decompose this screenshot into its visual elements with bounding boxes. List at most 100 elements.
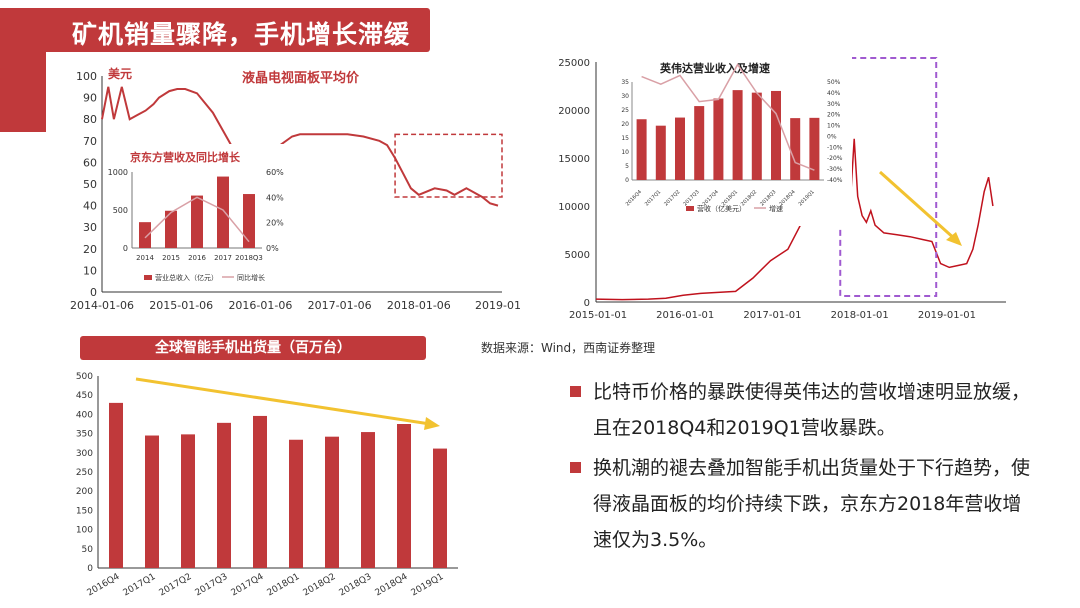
chart-title: 液晶电视面板平均价	[242, 70, 360, 86]
x-tick-label: 2019Q1	[410, 572, 446, 599]
x-tick-label: 2019-01-01	[918, 310, 976, 321]
inset-bar	[636, 119, 647, 180]
y-tick-label: 40	[83, 200, 97, 213]
inset-bar	[655, 125, 666, 180]
inset-y2-tick: 0%	[827, 133, 837, 140]
bar	[397, 424, 411, 568]
title-band: 矿机销量骤降，手机增长滞缓	[0, 8, 430, 52]
bar	[217, 422, 231, 568]
inset-y-tick: 20	[621, 121, 629, 128]
x-tick-label: 2017Q4	[230, 572, 266, 599]
x-tick-label: 2015-01-06	[149, 299, 213, 312]
y-tick-label: 400	[76, 410, 93, 420]
x-tick-label: 2016Q4	[86, 572, 122, 599]
inset-y2-tick: -10%	[827, 144, 843, 151]
y-tick-label: 250	[76, 468, 93, 478]
x-tick-label: 2018Q2	[302, 572, 338, 599]
legend-swatch-revenue	[144, 275, 152, 280]
x-tick-label: 2014-01-06	[70, 299, 134, 312]
trend-arrow-line	[878, 170, 958, 242]
x-tick-label: 2018Q4	[374, 572, 410, 599]
y-tick-label: 30	[83, 221, 97, 234]
bullet-item: 比特币价格的暴跌使得英伟达的营收增速明显放缓，且在2018Q4和2019Q1营收…	[570, 374, 1040, 446]
x-tick-label: 2018-01-01	[831, 310, 889, 321]
y-tick-label: 20	[83, 243, 97, 256]
legend-label-revenue: 营业总收入（亿元）	[155, 273, 218, 282]
y-tick-label: 10	[83, 264, 97, 277]
legend-swatch-revenue	[686, 206, 694, 211]
trend-arrow-head	[424, 417, 440, 430]
y-tick-label: 15000	[558, 154, 590, 165]
inset-y-tick: 5	[625, 163, 629, 170]
x-tick-label: 2016-01-06	[228, 299, 292, 312]
inset-y2-tick: -40%	[827, 177, 843, 184]
inset-y2-tick: 0%	[266, 244, 279, 253]
x-tick-label: 2016-01-01	[656, 310, 714, 321]
inset-bar	[790, 118, 801, 180]
inset-x-tick: 2018Q3	[235, 254, 263, 262]
inset-bar	[165, 210, 177, 248]
inset-title: 京东方营收及同比增长	[130, 150, 241, 164]
bar	[109, 402, 123, 568]
inset-growth-line	[144, 196, 250, 243]
inset-y-tick: 0	[625, 177, 629, 184]
inset-y-tick: 1000	[108, 168, 128, 177]
trend-arrow-head	[946, 232, 962, 246]
boe-inset: 京东方营收及同比增长 0 500 1000 0% 20% 40% 60% 2014 2015 201…	[108, 144, 306, 290]
price-line	[595, 119, 994, 301]
bar	[253, 415, 267, 568]
bullet-item: 换机潮的褪去叠加智能手机出货量处于下行趋势，使得液晶面板的均价持续下跌，京东方2…	[570, 450, 1040, 558]
bar	[181, 434, 195, 568]
inset-bar	[675, 117, 685, 180]
inset-y2-tick: 40%	[827, 90, 841, 97]
x-tick-label: 2019-01	[475, 299, 520, 312]
trend-arrow-line	[135, 377, 431, 426]
inset-bar	[771, 90, 781, 180]
y-axis-unit: 美元	[108, 66, 132, 81]
y-tick-label: 50	[83, 178, 97, 191]
inset-bar	[217, 176, 229, 248]
bullet-square-icon	[570, 386, 581, 397]
inset-x-tick: 2014	[136, 254, 154, 262]
legend-label-growth: 同比增长	[237, 273, 265, 282]
bullet-list: 比特币价格的暴跌使得英伟达的营收增速明显放缓，且在2018Q4和2019Q1营收…	[570, 374, 1040, 562]
inset-y2-tick: 10%	[827, 123, 841, 130]
inset-y2-tick: 20%	[266, 219, 284, 228]
page-title: 矿机销量骤降，手机增长滞缓	[72, 20, 411, 49]
inset-bar	[809, 117, 820, 180]
y-tick-label: 20000	[558, 106, 590, 117]
inset-x-tick: 2017	[214, 254, 232, 262]
inset-bar	[243, 194, 255, 248]
y-tick-label: 80	[83, 113, 97, 126]
y-tick-label: 25000	[558, 58, 590, 69]
bullet-text: 比特币价格的暴跌使得英伟达的营收增速明显放缓，且在2018Q4和2019Q1营收…	[593, 381, 1031, 439]
y-tick-label: 150	[76, 506, 93, 516]
inset-background	[110, 144, 306, 290]
highlight-box	[394, 133, 503, 198]
y-tick-label: 70	[83, 135, 97, 148]
x-tick-label: 2018-01-06	[387, 299, 451, 312]
y-tick-label: 350	[76, 430, 93, 440]
left-accent-bar	[0, 52, 46, 132]
inset-y2-tick: 40%	[266, 193, 284, 202]
bullet-text: 换机潮的褪去叠加智能手机出货量处于下行趋势，使得液晶面板的均价持续下跌，京东方2…	[593, 457, 1031, 551]
inset-y-tick: 10	[621, 149, 629, 156]
inset-y2-tick: 60%	[266, 168, 284, 177]
bar	[145, 435, 159, 568]
inset-y-tick: 0	[123, 244, 128, 253]
inset-x-tick: 2015	[162, 254, 180, 262]
y-tick-label: 90	[83, 92, 97, 105]
y-tick-label: 10000	[558, 202, 590, 213]
legend-label-revenue: 营收（亿美元）	[697, 204, 746, 213]
inset-y-tick: 15	[621, 135, 629, 142]
y-tick-label: 450	[76, 391, 93, 401]
inset-y2-tick: -20%	[827, 155, 843, 162]
inset-bar	[694, 106, 705, 180]
smartphone-chart-banner: 全球智能手机出货量（百万台）	[80, 336, 426, 360]
bar	[433, 448, 447, 568]
inset-y2-tick: 50%	[827, 79, 841, 86]
y-tick-label: 5000	[565, 250, 590, 261]
y-tick-label: 300	[76, 449, 93, 459]
inset-title: 英伟达营业收入及增速	[659, 61, 770, 75]
y-tick-label: 500	[76, 372, 93, 382]
